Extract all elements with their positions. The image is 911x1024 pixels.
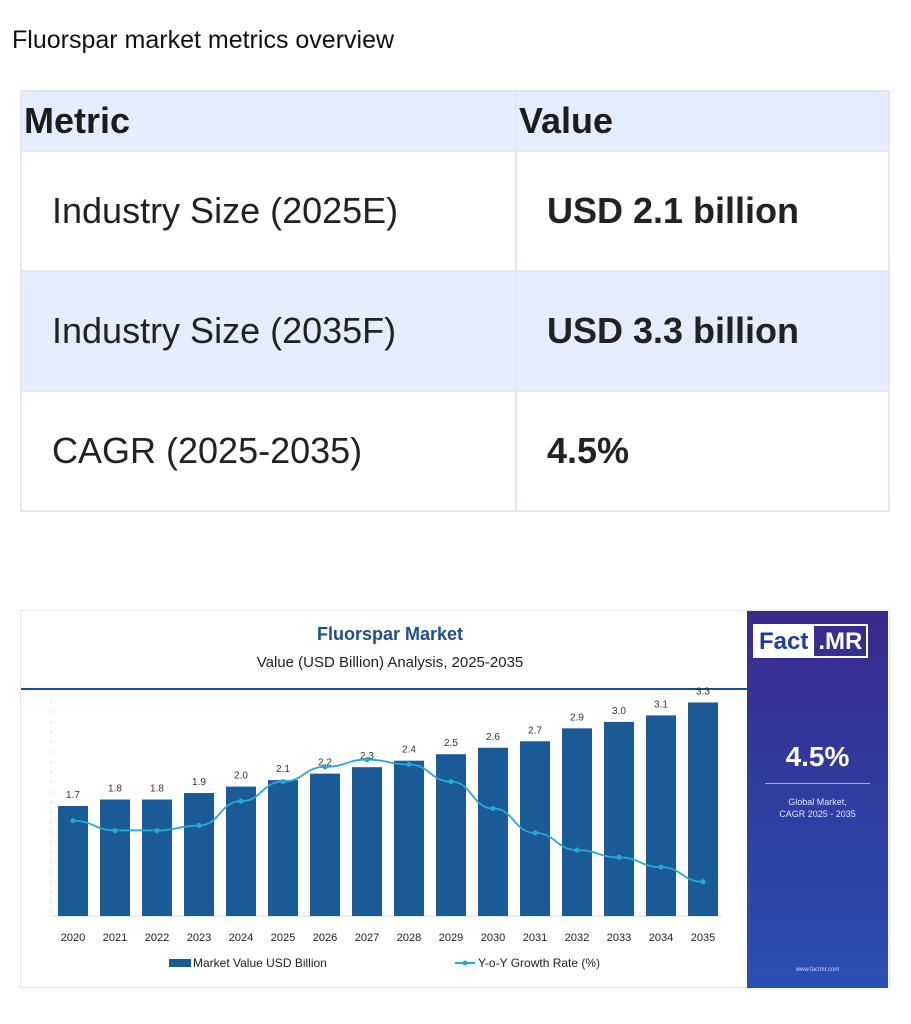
- x-tick-label: 2035: [691, 932, 715, 944]
- brand-url: www.factmr.com: [795, 967, 840, 973]
- value-cell: USD 2.1 billion: [515, 150, 890, 272]
- table-row: Industry Size (2025E) USD 2.1 billion: [20, 150, 890, 272]
- legend-line-marker: [462, 960, 468, 966]
- table-row: Industry Size (2035F) USD 3.3 billion: [20, 270, 890, 392]
- x-tick-label: 2024: [229, 932, 253, 944]
- legend: Market Value USD Billion Y-o-Y Growth Ra…: [169, 956, 600, 970]
- growth-rate-point: [154, 827, 160, 834]
- logo-mr-text: .MR: [814, 624, 869, 658]
- bar-value-label: 2.7: [528, 725, 542, 736]
- column-header-metric: Metric: [20, 90, 517, 152]
- growth-rate-point: [280, 778, 286, 785]
- bar-value-label: 2.9: [570, 712, 584, 723]
- cagr-caption-line1: Global Market,: [788, 797, 847, 807]
- growth-rate-point: [70, 818, 76, 824]
- x-tick-label: 2020: [61, 932, 85, 944]
- growth-rate-point: [322, 764, 328, 770]
- bar: [436, 754, 466, 916]
- plot-area: 1.7 2020 1.8 2021 1.8 2022 1.9 2023 2.0 2024 2.1 20…: [50, 686, 721, 944]
- growth-rate-point: [490, 805, 496, 812]
- growth-rate-point: [616, 854, 622, 860]
- x-tick-label: 2033: [607, 932, 631, 944]
- x-tick-label: 2022: [145, 932, 169, 944]
- bar-value-label: 1.9: [192, 777, 206, 788]
- bar: [352, 767, 382, 916]
- side-divider: [765, 783, 870, 784]
- metric-cell: Industry Size (2035F): [20, 270, 517, 392]
- market-chart: Fluorspar Market Value (USD Billion) Ana…: [21, 624, 747, 970]
- bar: [646, 715, 676, 916]
- bar-value-label: 1.8: [108, 784, 122, 795]
- bar-value-label: 3.0: [612, 706, 626, 717]
- growth-rate-point: [448, 778, 454, 785]
- metric-cell: CAGR (2025-2035): [20, 390, 517, 512]
- bar-value-label: 2.4: [402, 745, 416, 756]
- cagr-value: 4.5%: [785, 741, 850, 772]
- x-tick-label: 2034: [649, 932, 673, 944]
- column-header-value: Value: [515, 90, 890, 152]
- bar: [520, 741, 550, 916]
- brand-side-panel: Fact .MR 4.5% Global Market, CAGR 2025 -…: [747, 611, 888, 988]
- bar: [226, 786, 256, 916]
- bar-value-label: 2.6: [486, 732, 500, 743]
- cagr-caption-line2: CAGR 2025 - 2035: [779, 809, 856, 819]
- metric-cell: Industry Size (2025E): [20, 150, 517, 272]
- legend-line-label: Y-o-Y Growth Rate (%): [478, 956, 600, 970]
- metrics-table: Metric Value Industry Size (2025E) USD 2…: [20, 90, 890, 512]
- bar: [478, 747, 508, 916]
- growth-rate-point: [364, 756, 370, 763]
- bar: [100, 799, 130, 916]
- bar-value-label: 2.0: [234, 771, 248, 782]
- chart-title: Fluorspar Market: [317, 624, 463, 644]
- bar-value-label: 3.1: [654, 699, 668, 710]
- bar: [142, 799, 172, 916]
- x-tick-label: 2031: [523, 932, 547, 944]
- chart-subtitle: Value (USD Billion) Analysis, 2025-2035: [257, 654, 524, 671]
- x-tick-label: 2023: [187, 932, 211, 944]
- cagr-caption: Global Market, CAGR 2025 - 2035: [747, 796, 888, 820]
- bar: [562, 728, 592, 916]
- growth-rate-point: [112, 827, 118, 834]
- table-row: CAGR (2025-2035) 4.5%: [20, 390, 890, 512]
- growth-rate-point: [406, 761, 412, 768]
- page-title: Fluorspar market metrics overview: [12, 26, 395, 54]
- table-header-row: Metric Value: [20, 90, 890, 152]
- legend-bar-swatch: [169, 959, 191, 967]
- growth-rate-point: [532, 830, 538, 836]
- x-tick-label: 2032: [565, 932, 589, 944]
- growth-rate-point: [700, 879, 706, 885]
- x-tick-label: 2026: [313, 932, 337, 944]
- bar: [310, 773, 340, 916]
- bar-value-label: 2.3: [360, 751, 374, 762]
- chart-card: Fluorspar Market Value (USD Billion) Ana…: [20, 610, 890, 988]
- x-tick-label: 2025: [271, 932, 295, 944]
- logo-fact-text: Fact: [753, 624, 815, 658]
- x-tick-label: 2030: [481, 932, 505, 944]
- bar-value-label: 2.2: [318, 758, 332, 769]
- x-tick-label: 2021: [103, 932, 127, 944]
- x-tick-label: 2027: [355, 932, 379, 944]
- bar-value-label: 2.5: [444, 738, 458, 749]
- factmr-logo: Fact .MR: [753, 624, 869, 658]
- bar: [604, 721, 634, 916]
- x-tick-label: 2028: [397, 932, 421, 944]
- bar: [268, 780, 298, 916]
- growth-rate-line: [72, 758, 704, 883]
- bar-value-label: 1.8: [150, 784, 164, 795]
- value-cell: USD 3.3 billion: [515, 270, 890, 392]
- growth-rate-point: [574, 847, 580, 853]
- bar-value-label: 3.3: [696, 686, 710, 697]
- value-cell: 4.5%: [515, 390, 890, 512]
- bar-value-label: 1.7: [66, 790, 80, 801]
- bar: [58, 806, 88, 916]
- growth-rate-point: [238, 798, 244, 804]
- bar-value-label: 2.1: [276, 764, 290, 775]
- growth-rate-point: [658, 864, 664, 870]
- bar: [184, 793, 214, 916]
- bar: [394, 760, 424, 916]
- growth-rate-point: [196, 822, 202, 829]
- legend-bar-label: Market Value USD Billion: [193, 956, 327, 970]
- x-tick-label: 2029: [439, 932, 463, 944]
